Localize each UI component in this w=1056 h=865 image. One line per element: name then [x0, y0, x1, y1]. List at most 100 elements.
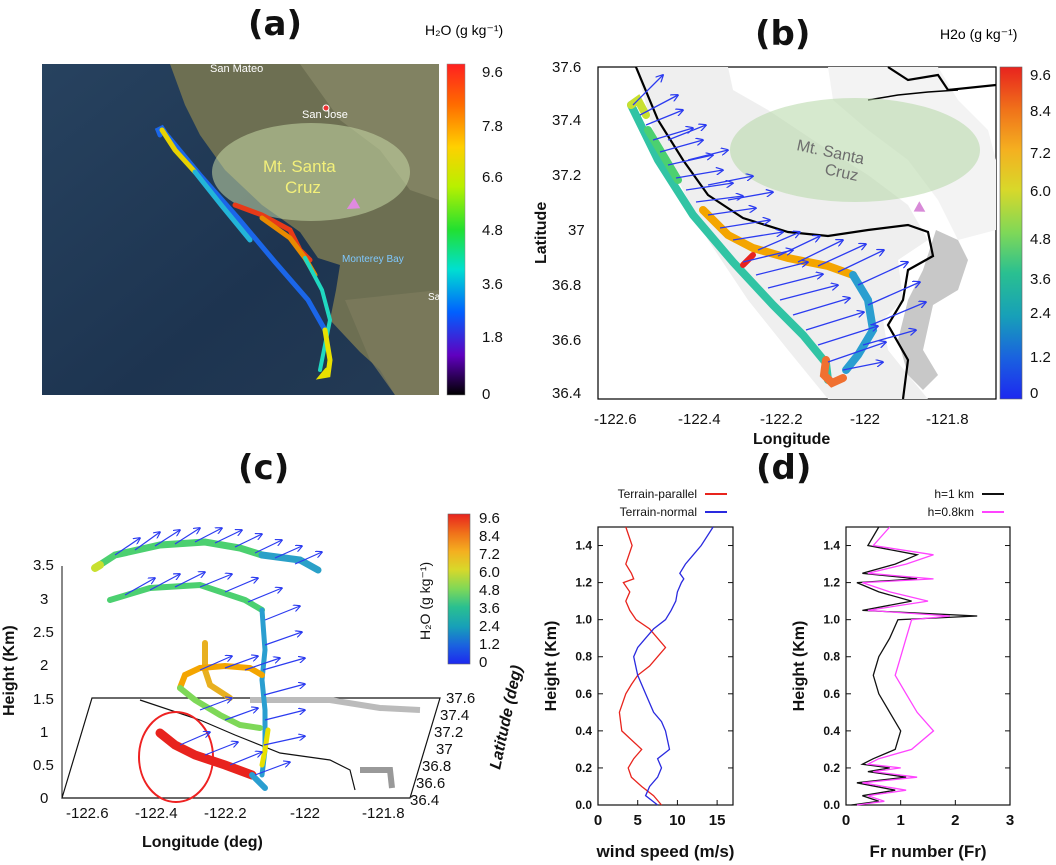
- b-ytick: 37.6: [552, 59, 581, 76]
- place-san-jose: San Jose: [302, 109, 348, 121]
- y-tick-label: 0.0: [823, 798, 840, 812]
- y-tick-label: 0.2: [823, 761, 840, 775]
- panel-c-label: (c): [238, 448, 290, 488]
- panel-b-plot: Mt. Santa Cruz 37.6 37.4 37.2 37: [533, 59, 1051, 448]
- c-xtick: -122.2: [204, 805, 247, 822]
- c-xlabel: Longitude (deg): [142, 834, 263, 851]
- y-tick-label: 0.6: [575, 687, 592, 701]
- site-marker: [346, 197, 361, 209]
- c-ytick: 3: [40, 591, 48, 608]
- x-axis-label: Fr number (Fr): [869, 842, 986, 861]
- c-ytick: 3.5: [33, 557, 54, 574]
- b-xtick: -122.2: [760, 411, 803, 428]
- c-lattick: 37.6: [446, 690, 475, 707]
- b-ytick: 36.6: [552, 332, 581, 349]
- y-tick-label: 1.2: [823, 576, 840, 590]
- cbb-tick: 0: [1030, 385, 1038, 402]
- y-tick-label: 0.6: [823, 687, 840, 701]
- legend-label: Terrain-normal: [620, 505, 697, 519]
- cbc-tick: 2.4: [479, 618, 500, 635]
- cbb-tick: 6.0: [1030, 183, 1051, 200]
- flight-track-c: [91, 538, 322, 791]
- legend-label: Terrain-parallel: [618, 487, 697, 501]
- y-tick-label: 0.2: [575, 761, 592, 775]
- y-tick-label: 0.0: [575, 798, 592, 812]
- base-plane: [61, 697, 441, 799]
- place-monterey-bay: Monterey Bay: [342, 254, 404, 265]
- cba-tick: 9.6: [482, 64, 503, 81]
- y-tick-label: 0.8: [575, 650, 592, 664]
- panel-c-plot: 0 0.5 1 1.5 2 2.5 3 3.5 Height (Km) -122…: [1, 510, 526, 851]
- c-lattick: 37: [436, 741, 453, 758]
- y-tick-label: 1.2: [575, 576, 592, 590]
- chart-frame: [597, 526, 734, 806]
- mt-santa-cruz-region: [212, 123, 410, 221]
- cbc-tick: 9.6: [479, 510, 500, 527]
- b-xtick: -122.6: [594, 411, 637, 428]
- panel-b-label: (b): [755, 14, 811, 54]
- mt-santa-cruz-region-b: [730, 98, 980, 202]
- x-tick-label: 1: [896, 812, 904, 829]
- c-xtick: -121.8: [362, 805, 405, 822]
- y-axis-label: Height (Km): [791, 621, 808, 712]
- cbc-tick: 0: [479, 654, 487, 671]
- x-tick-label: 0: [594, 812, 602, 829]
- b-ytick: 37.2: [552, 167, 581, 184]
- x-axis-label: wind speed (m/s): [596, 842, 735, 861]
- cbb-tick: 9.6: [1030, 67, 1051, 84]
- c-ytick: 0: [40, 790, 48, 807]
- c-zlabel: Latitude (deg): [487, 664, 526, 771]
- c-xtick: -122.6: [66, 805, 109, 822]
- c-ytick: 2.5: [33, 624, 54, 641]
- colorbar-a-ticks: 9.6 7.8 6.6 4.8 3.6 1.8 0: [482, 64, 503, 403]
- c-ytick: 2: [40, 657, 48, 674]
- cbc-tick: 6.0: [479, 564, 500, 581]
- b-xtick: -121.8: [926, 411, 969, 428]
- panel-d-label: (d): [756, 448, 812, 488]
- c-ytick: 1: [40, 724, 48, 741]
- y-axis-label: Height (Km): [543, 621, 560, 712]
- legend-label: h=0.8km: [928, 505, 974, 519]
- x-tick-label: 3: [1006, 812, 1014, 829]
- series-line-1: [618, 526, 667, 806]
- cba-tick: 6.6: [482, 169, 503, 186]
- cbb-tick: 1.2: [1030, 349, 1051, 366]
- place-san-mateo: San Mateo: [210, 63, 263, 75]
- c-lattick: 36.4: [410, 792, 439, 809]
- flight-track-a: [154, 124, 333, 380]
- panel-a-label: (a): [248, 4, 303, 44]
- cbc-tick: 1.2: [479, 636, 500, 653]
- y-tick-label: 1.0: [575, 613, 592, 627]
- cbb-tick: 8.4: [1030, 103, 1051, 120]
- cbb-tick: 3.6: [1030, 271, 1051, 288]
- c-lattick: 37.2: [434, 724, 463, 741]
- b-xlabel: Longitude: [753, 431, 830, 448]
- site-marker-b: [913, 201, 926, 212]
- b-ylabel: Latitude: [533, 202, 550, 264]
- series-line-2: [633, 526, 714, 806]
- b-ytick: 36.4: [552, 385, 581, 402]
- cbb-tick: 2.4: [1030, 305, 1051, 322]
- coastline: [634, 66, 935, 400]
- b-ytick: 36.8: [552, 277, 581, 294]
- b-ytick: 37.4: [552, 112, 581, 129]
- panel-a-colorbar-title: H₂O (g kg⁻¹): [425, 22, 504, 38]
- panel-a-map: Mt. Santa Cruz San Mateo San Jose Monter…: [42, 63, 503, 403]
- colorbar-a: [446, 63, 466, 396]
- c-lattick: 37.4: [440, 707, 469, 724]
- colorbar-c: [447, 513, 471, 665]
- b-xtick: -122: [850, 411, 880, 428]
- cba-tick: 0: [482, 386, 490, 403]
- wind-arrows-b: [632, 75, 926, 371]
- cba-tick: 4.8: [482, 222, 503, 239]
- cbc-tick: 8.4: [479, 528, 500, 545]
- cba-tick: 1.8: [482, 329, 503, 346]
- x-tick-label: 5: [634, 812, 642, 829]
- cbc-tick: 7.2: [479, 546, 500, 563]
- cba-tick: 7.8: [482, 118, 503, 135]
- region-label-a-2: Cruz: [285, 178, 321, 197]
- place-sal: Sal: [428, 292, 442, 303]
- c-ytick: 0.5: [33, 757, 54, 774]
- cba-tick: 3.6: [482, 276, 503, 293]
